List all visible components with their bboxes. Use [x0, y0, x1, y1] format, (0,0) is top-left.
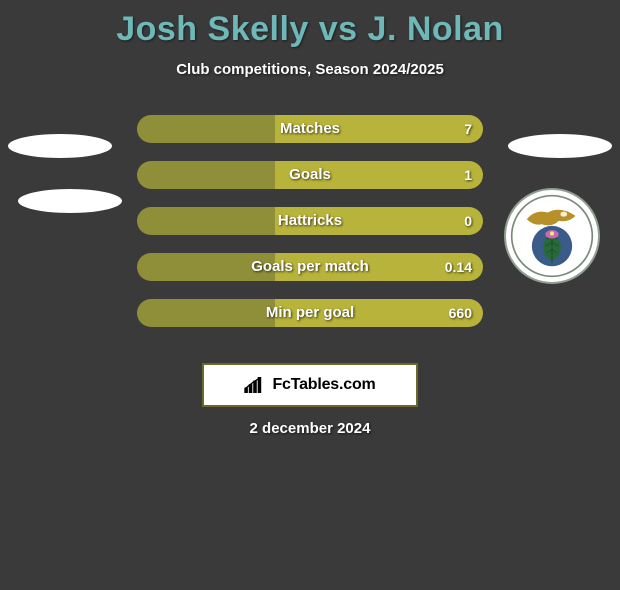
stat-bar — [137, 115, 483, 143]
stat-bar-left — [137, 115, 275, 143]
stat-bar — [137, 299, 483, 327]
stat-bar-left — [137, 161, 275, 189]
stat-bar-left — [137, 299, 275, 327]
stat-value-right: 0.14 — [445, 253, 472, 281]
fctables-logo-icon — [244, 377, 266, 393]
comparison-title: Josh Skelly vs J. Nolan — [0, 10, 620, 49]
stat-bar-right — [275, 115, 483, 143]
stat-value-right: 7 — [464, 115, 472, 143]
stat-bar — [137, 207, 483, 235]
stat-bar-left — [137, 253, 275, 281]
stat-value-right: 1 — [464, 161, 472, 189]
stat-value-right: 660 — [449, 299, 472, 327]
stat-row: Hattricks0 — [0, 198, 620, 244]
stat-row: Min per goal660 — [0, 290, 620, 336]
stat-row: Goals per match0.14 — [0, 244, 620, 290]
stat-row: Matches7 — [0, 106, 620, 152]
stat-row: Goals1 — [0, 152, 620, 198]
source-brand-text: FcTables.com — [272, 376, 375, 394]
stat-bar-right — [275, 207, 483, 235]
stat-bar-right — [275, 161, 483, 189]
comparison-subtitle: Club competitions, Season 2024/2025 — [0, 61, 620, 78]
stat-bar — [137, 253, 483, 281]
stats-bar-chart: Matches7Goals1Hattricks0Goals per match0… — [0, 106, 620, 336]
stat-value-right: 0 — [464, 207, 472, 235]
snapshot-date: 2 december 2024 — [0, 420, 620, 437]
stat-bar — [137, 161, 483, 189]
source-badge: FcTables.com — [202, 363, 418, 407]
stat-bar-left — [137, 207, 275, 235]
